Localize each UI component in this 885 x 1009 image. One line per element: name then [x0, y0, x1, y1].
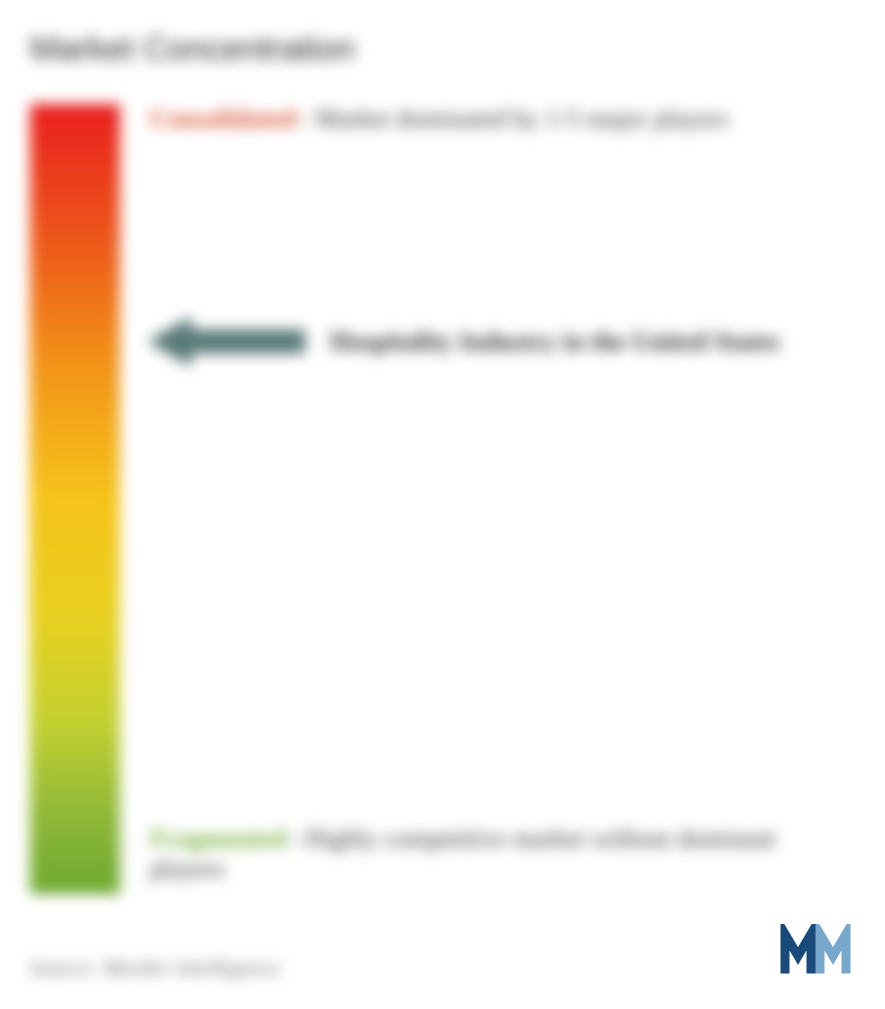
infographic-container: Market Concentration Consolidated - Mark…: [0, 0, 885, 1009]
consolidated-label-block: Consolidated - Market dominated by 1-5 m…: [150, 104, 835, 134]
fragmented-label-block: Fragmented - Highly competitive market w…: [150, 824, 835, 884]
mordor-logo: [780, 924, 855, 984]
concentration-gradient-bar: [30, 104, 120, 894]
content-area: Consolidated - Market dominated by 1-5 m…: [30, 104, 855, 894]
consolidated-description: - Market dominated by 1-5 major players: [300, 104, 729, 133]
page-title: Market Concentration: [30, 30, 855, 69]
indicator-text: Hospitality Industry in the United State…: [330, 327, 780, 357]
source-attribution: Source: Mordor Intelligence: [30, 955, 280, 981]
market-indicator: Hospitality Industry in the United State…: [150, 314, 835, 369]
labels-area: Consolidated - Market dominated by 1-5 m…: [120, 104, 855, 894]
consolidated-label: Consolidated: [150, 104, 296, 133]
arrow-left-icon: [150, 314, 305, 369]
fragmented-label: Fragmented: [150, 824, 286, 853]
